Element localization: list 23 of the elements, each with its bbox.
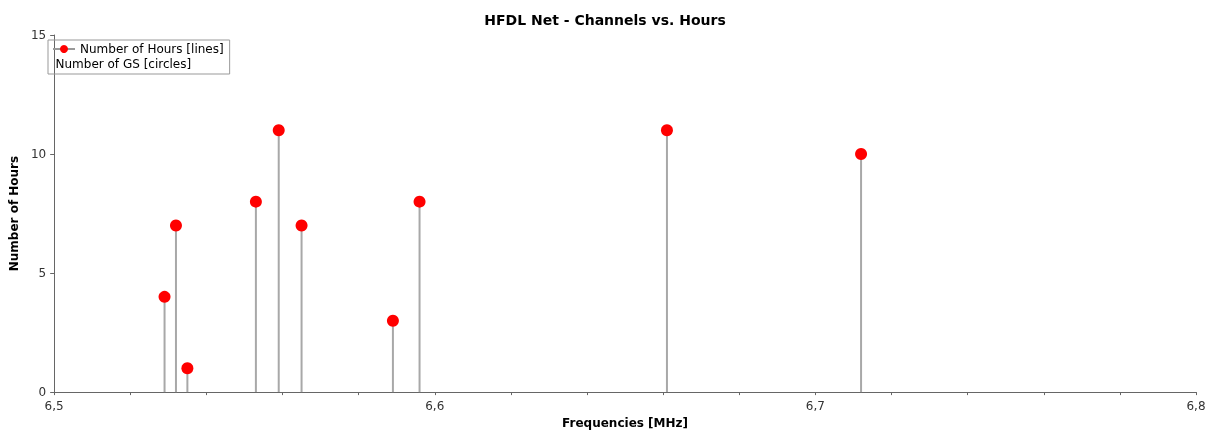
point (158, 290, 171, 303)
y-axis-title: Number of Hours (7, 155, 21, 272)
x-tick-label: 6,6 (425, 399, 445, 414)
legend-label: Number of Hours [lines] (80, 42, 224, 56)
x-axis-title: Frequencies [MHz] (562, 416, 689, 430)
y-tick-label: 5 (38, 266, 47, 281)
x-tick-label: 6,8 (1186, 399, 1206, 414)
y-tick-label: 15 (30, 28, 47, 42)
point (272, 124, 285, 137)
point (169, 219, 182, 232)
point (295, 219, 308, 232)
y-tick-label: 0 (38, 385, 47, 400)
point (386, 314, 399, 327)
chart-title: HFDL Net - Channels vs. Hours (484, 12, 726, 28)
x-tick-label: 6,5 (44, 399, 64, 414)
annotation: Number of GS [circles] (55, 56, 192, 71)
x-tick-label: 6,7 (805, 399, 825, 414)
y-tick-label: 10 (30, 147, 47, 162)
point (413, 195, 426, 208)
point (249, 195, 262, 208)
point (855, 148, 868, 161)
point (660, 124, 673, 137)
point (181, 362, 194, 375)
